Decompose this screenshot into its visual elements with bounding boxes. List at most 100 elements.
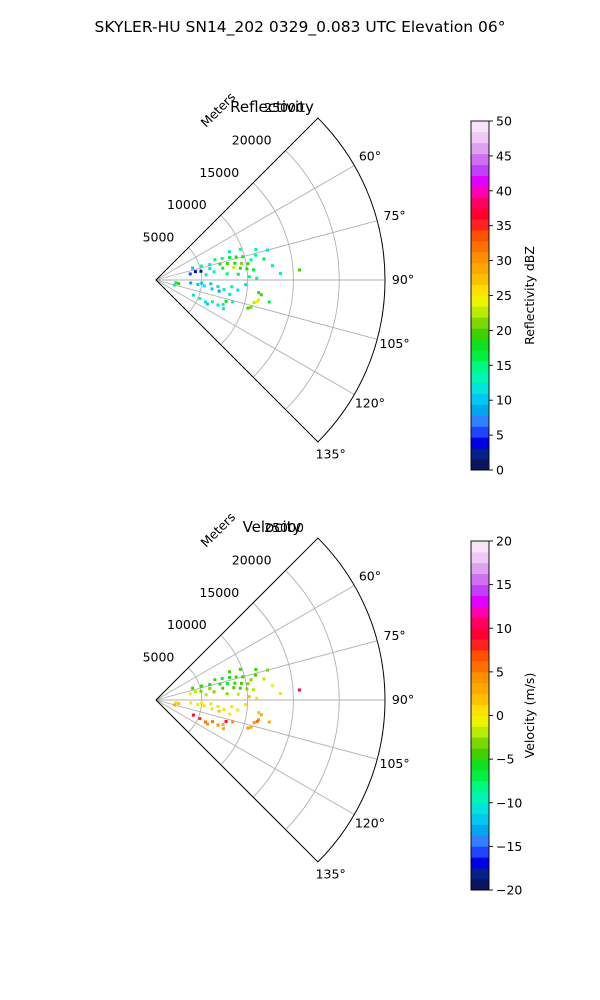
data-point xyxy=(210,300,214,304)
data-point xyxy=(233,261,237,265)
data-point xyxy=(241,675,245,679)
data-point xyxy=(278,271,282,275)
colorbar-band xyxy=(471,857,489,869)
colorbar-band xyxy=(471,770,489,782)
colorbar-tick-label: 35 xyxy=(496,218,512,233)
data-point xyxy=(228,670,232,674)
data-point xyxy=(208,687,212,691)
sector-outline xyxy=(155,117,386,443)
data-point xyxy=(198,297,202,301)
data-point xyxy=(177,282,181,286)
data-point xyxy=(188,692,192,696)
data-point xyxy=(203,720,207,724)
azimuth-line-60 xyxy=(155,585,355,701)
data-point xyxy=(216,303,220,307)
data-point xyxy=(220,256,224,260)
velocity-panel: Velocity 60° 75° 90° 105° 120° 135° 5000 10000 15… xyxy=(143,509,537,897)
data-point xyxy=(213,258,217,262)
colorbar-band xyxy=(471,437,489,449)
data-point xyxy=(239,681,243,685)
data-point xyxy=(191,686,195,690)
data-point xyxy=(245,267,249,271)
data-point xyxy=(189,701,193,705)
data-point xyxy=(255,720,259,724)
data-point xyxy=(257,298,261,302)
data-point xyxy=(216,723,220,727)
data-points xyxy=(173,247,301,311)
data-point xyxy=(189,281,193,285)
data-point xyxy=(224,719,228,723)
colorbar-band xyxy=(471,748,489,760)
data-point xyxy=(173,703,177,707)
colorbar-tick-label: 0 xyxy=(496,463,504,478)
data-point xyxy=(259,713,263,717)
data-point xyxy=(210,707,214,711)
panel-title: Velocity xyxy=(243,518,302,536)
data-point xyxy=(297,268,301,272)
colorbar-band xyxy=(471,595,489,607)
data-point xyxy=(204,693,208,697)
data-point xyxy=(262,677,266,681)
data-point xyxy=(205,302,209,306)
data-point xyxy=(236,692,240,696)
data-point xyxy=(270,264,274,268)
data-point xyxy=(257,718,261,722)
colorbar-band xyxy=(471,306,489,318)
data-point xyxy=(236,288,240,292)
colorbar-band xyxy=(471,639,489,651)
azimuth-tick-label: 135° xyxy=(316,867,346,882)
colorbar-band xyxy=(471,131,489,144)
data-point xyxy=(228,250,232,254)
data-point xyxy=(234,255,238,259)
data-point xyxy=(252,721,256,725)
colorbar-band xyxy=(471,551,489,564)
data-point xyxy=(254,253,258,257)
azimuth-tick-label: 75° xyxy=(384,628,406,643)
azimuth-tick-label: 90° xyxy=(392,692,414,707)
data-point xyxy=(267,720,271,724)
data-point xyxy=(198,717,202,721)
colorbar-band xyxy=(471,240,489,253)
azimuth-tick-label: 90° xyxy=(392,272,414,287)
data-point xyxy=(174,281,178,285)
data-point xyxy=(193,690,197,694)
colorbar-band xyxy=(471,693,489,705)
data-point xyxy=(225,262,229,266)
colorbar-tick-label: 50 xyxy=(496,114,512,129)
data-point xyxy=(231,720,235,724)
data-point xyxy=(199,269,203,273)
azimuth-tick-label: 105° xyxy=(380,336,410,351)
colorbar-band xyxy=(471,835,489,847)
colorbar-tick-label: −20 xyxy=(496,883,522,898)
colorbar-band xyxy=(471,459,489,471)
colorbar-tick-label: −10 xyxy=(496,795,522,810)
colorbar: 0 5 10 15 20 25 30 35 40 45 50 Reflectivity dBZ xyxy=(470,114,537,478)
data-point xyxy=(255,696,259,700)
data-point xyxy=(208,683,212,687)
data-point xyxy=(220,676,224,680)
colorbar-band xyxy=(471,650,489,662)
data-point xyxy=(174,701,178,705)
range-tick-label: 5000 xyxy=(143,230,175,245)
data-point xyxy=(297,688,301,692)
data-point xyxy=(221,307,225,311)
data-point xyxy=(245,687,249,691)
azimuth-tick-label: 60° xyxy=(359,149,381,164)
data-point xyxy=(228,292,232,296)
colorbar-band xyxy=(471,802,489,815)
colorbar-band xyxy=(471,715,489,727)
colorbar-band xyxy=(471,284,489,296)
data-point xyxy=(234,675,238,679)
data-point xyxy=(218,682,222,686)
colorbar-band xyxy=(471,562,489,575)
data-point xyxy=(200,701,204,705)
data-point xyxy=(238,667,242,671)
data-point xyxy=(230,285,234,289)
data-point xyxy=(217,289,221,293)
colorbar-band xyxy=(471,846,489,858)
data-point xyxy=(255,300,259,304)
data-point xyxy=(236,272,240,276)
data-point xyxy=(216,285,220,289)
data-point xyxy=(208,263,212,267)
